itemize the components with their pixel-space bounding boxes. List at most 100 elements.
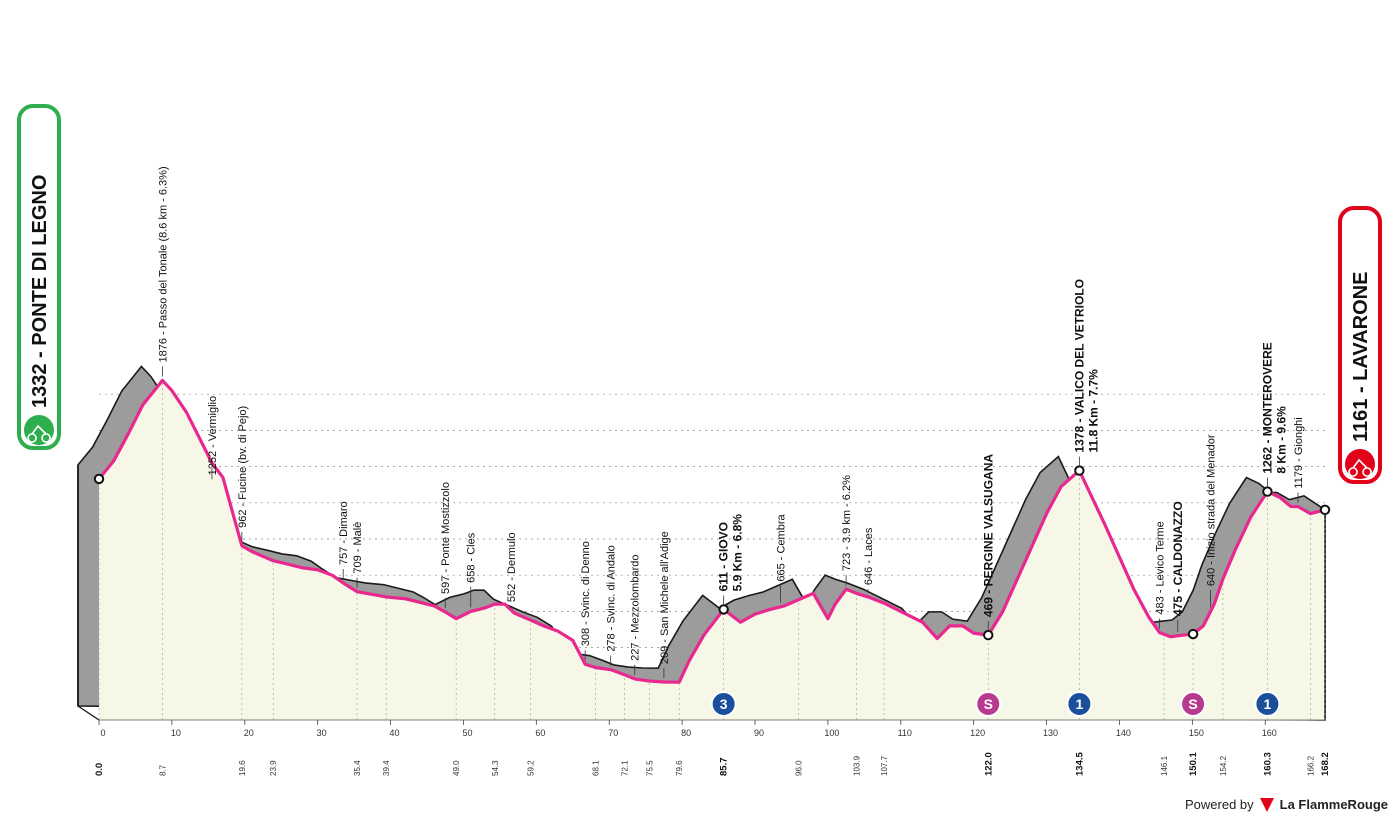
waypoint-label: 1378 - VALICO DEL VETRIOLO bbox=[1072, 279, 1086, 453]
brand-credit: Powered by La FlammeRouge bbox=[1185, 797, 1388, 812]
x-tick-label: 40 bbox=[390, 728, 400, 738]
kom-marker-icon bbox=[1066, 691, 1093, 717]
km-label: 150.1 bbox=[1188, 752, 1199, 776]
waypoint-label: 962 - Fucine (bv. di Pejo) bbox=[237, 406, 249, 528]
profile-face bbox=[99, 380, 1325, 720]
km-label: 166.2 bbox=[1306, 755, 1315, 776]
kom-marker-icon bbox=[1254, 691, 1281, 717]
waypoint-label: 646 - Laces bbox=[863, 527, 875, 585]
km-label: 59.2 bbox=[527, 760, 536, 776]
key-point-dot bbox=[1187, 628, 1199, 640]
x-tick-label: 30 bbox=[317, 728, 327, 738]
km-label: 49.0 bbox=[452, 760, 461, 776]
waypoint-label: 469 - PERGINE VALSUGANA bbox=[981, 454, 995, 617]
start-cyclist-icon bbox=[24, 415, 54, 445]
waypoint-label: 1179 - Gionghi bbox=[1293, 417, 1305, 488]
x-tick-label: 50 bbox=[462, 728, 472, 738]
x-tick-label: 160 bbox=[1262, 728, 1277, 738]
waypoint-label: 665 - Cembra bbox=[776, 514, 788, 582]
km-label: 134.5 bbox=[1074, 752, 1085, 776]
km-label: 39.4 bbox=[382, 760, 391, 776]
x-tick-label: 100 bbox=[824, 728, 839, 738]
waypoint-label: 11.8 Km - 7.7% bbox=[1086, 369, 1100, 453]
x-tick-label: 10 bbox=[171, 728, 181, 738]
key-point-dot bbox=[718, 604, 729, 615]
marker-label: 1 bbox=[1075, 696, 1083, 712]
waypoint-label: 611 - GIOVO bbox=[717, 522, 731, 591]
marker-label: 1 bbox=[1264, 696, 1272, 712]
waypoint-label: 552 - Dermulo bbox=[506, 532, 518, 602]
km-label: 68.1 bbox=[591, 760, 600, 776]
x-tick-label: 0 bbox=[100, 728, 105, 738]
start-badge bbox=[17, 104, 61, 450]
waypoint-label: 640 - Inizio strada del Menador bbox=[1206, 434, 1218, 586]
key-point-dot bbox=[93, 473, 105, 485]
profile-area bbox=[77, 365, 1326, 721]
x-tick-label: 80 bbox=[681, 728, 691, 738]
km-label: 160.3 bbox=[1262, 752, 1273, 776]
sprint-marker-icon bbox=[975, 691, 1002, 717]
waypoint-label: 709 - Malè bbox=[352, 522, 364, 574]
start-name: 1332 - PONTE DI LEGNO bbox=[29, 175, 51, 408]
km-label: 168.2 bbox=[1320, 752, 1331, 776]
km-label: 79.6 bbox=[675, 760, 684, 776]
key-point-dot bbox=[983, 629, 994, 641]
x-tick-label: 20 bbox=[244, 728, 254, 738]
km-label: 75.5 bbox=[645, 760, 654, 776]
km-label: 19.6 bbox=[238, 760, 247, 776]
km-label: 103.9 bbox=[852, 755, 861, 776]
waypoint-label: 757 - Dimaro bbox=[338, 501, 350, 565]
x-tick-label: 130 bbox=[1043, 728, 1058, 738]
waypoint-lines bbox=[98, 380, 1326, 720]
km-label: 72.1 bbox=[621, 760, 630, 776]
km-label: 107.7 bbox=[880, 755, 889, 776]
finish-badge bbox=[1338, 206, 1382, 484]
waypoint-label: 597 - Ponte Mostizzolo bbox=[440, 482, 452, 594]
waypoint-label: 483 - Levico Terme bbox=[1155, 521, 1167, 614]
x-tick-label: 120 bbox=[970, 728, 985, 738]
waypoint-label: 5.9 Km - 6.8% bbox=[731, 514, 745, 592]
km-label: 0.0 bbox=[94, 763, 105, 776]
category-markers: 3 S 1 S 1 bbox=[710, 691, 1281, 717]
waypoint-label: 1262 - MONTEROVERE bbox=[1260, 342, 1274, 473]
finish-bike-icon bbox=[1348, 458, 1372, 477]
x-axis: 0 10 20 30 40 50 60 70 80 90 100 110 120 130 140 150 160… bbox=[94, 720, 1331, 776]
brand-prefix: Powered by bbox=[1184, 797, 1254, 812]
km-label: 8.7 bbox=[158, 764, 167, 776]
finish-cyclist-icon bbox=[1345, 449, 1375, 479]
brand-name: La FlammeRouge bbox=[1279, 797, 1388, 812]
waypoint-label: 1252 - Vermiglio bbox=[207, 396, 219, 476]
route-line bbox=[97, 378, 1327, 684]
profile-route bbox=[93, 378, 1331, 684]
key-point-dot bbox=[1074, 465, 1085, 476]
km-label: 23.9 bbox=[269, 760, 278, 776]
waypoint-label: 308 - Svinc. di Denno bbox=[580, 541, 592, 646]
waypoint-label: 723 - 3.9 km - 6.2% bbox=[841, 475, 853, 571]
waypoint-label: 278 - Svinc. di Andalo bbox=[606, 545, 618, 651]
marker-label: 3 bbox=[720, 696, 728, 712]
key-point-dot bbox=[1262, 486, 1273, 497]
waypoint-label: 227 - Mezzolombardo bbox=[630, 555, 642, 661]
x-tick-label: 90 bbox=[754, 728, 764, 738]
km-label: 35.4 bbox=[353, 760, 362, 776]
kom-marker-icon bbox=[710, 691, 737, 717]
x-tick-label: 140 bbox=[1116, 728, 1131, 738]
km-label: 96.0 bbox=[795, 760, 804, 776]
start-finish-badges: 1332 - PONTE DI LEGNO 1161 - LAVARONE bbox=[17, 104, 1382, 484]
sprint-marker-icon bbox=[1180, 691, 1207, 717]
waypoint-label: 8 Km - 9.6% bbox=[1274, 406, 1288, 474]
km-label: 146.1 bbox=[1160, 755, 1169, 776]
waypoint-label: 475 - CALDONAZZO bbox=[1171, 501, 1185, 616]
base-edge bbox=[77, 705, 100, 721]
km-label: 122.0 bbox=[983, 752, 994, 776]
waypoint-label: 1876 - Passo del Tonale (8.6 km - 6.3%) bbox=[157, 166, 169, 362]
marker-label: S bbox=[1188, 696, 1197, 712]
x-tick-label: 70 bbox=[608, 728, 618, 738]
finish-name: 1161 - LAVARONE bbox=[1350, 272, 1372, 442]
key-point-dot bbox=[1319, 504, 1331, 516]
waypoint-labels: 1876 - Passo del Tonale (8.6 km - 6.3%) 1… bbox=[157, 166, 1305, 678]
km-label: 54.3 bbox=[491, 760, 500, 776]
x-tick-label: 60 bbox=[535, 728, 545, 738]
flamme-rouge-logo-icon bbox=[1259, 797, 1274, 812]
